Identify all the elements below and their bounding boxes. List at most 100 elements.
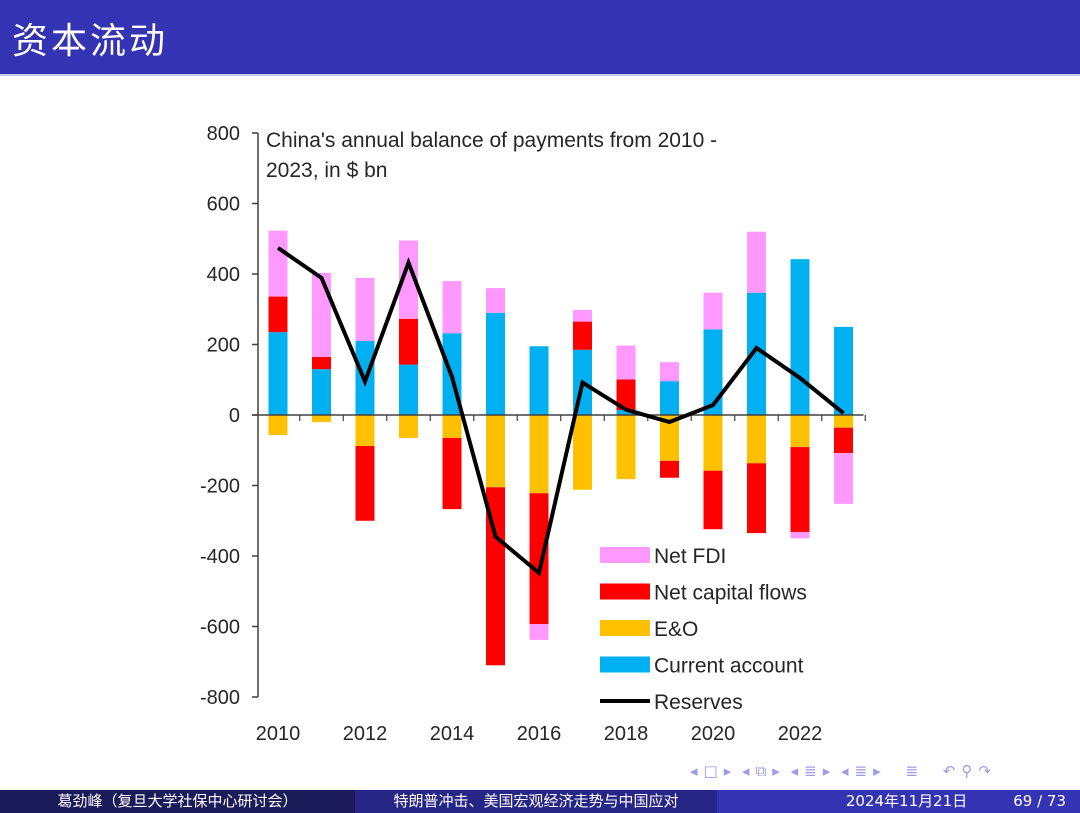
bar-current-account-2013 [399, 364, 418, 415]
x-tick-label: 2012 [343, 723, 388, 745]
bar-current-account-2010 [268, 332, 288, 415]
subsection-icon[interactable]: ⧉ [755, 762, 767, 780]
y-tick-label: 0 [229, 405, 240, 427]
bar-net-capital-flows-2010 [268, 296, 288, 333]
bar-e-o-2011 [312, 415, 331, 423]
bar-net-fdi-2021 [747, 231, 766, 293]
slide-title-bar: 资本流动 [0, 0, 1080, 74]
bar-e-o-2020 [703, 415, 723, 471]
y-tick-label: -400 [200, 546, 240, 568]
bar-net-fdi-2014 [442, 281, 462, 334]
bar-net-fdi-2015 [486, 288, 505, 313]
slide-footer: 葛劲峰（复旦大学社保中心研讨会） 特朗普冲击、美国宏观经济走势与中国应对 202… [0, 790, 1080, 813]
bar-current-account-2019 [660, 381, 679, 415]
legend-label-net-capital-flows: Net capital flows [654, 582, 807, 605]
bar-net-fdi-2011 [312, 272, 331, 357]
x-tick-label: 2018 [604, 723, 649, 745]
y-tick-label: -800 [200, 687, 240, 709]
bar-net-fdi-2012 [355, 277, 375, 341]
bar-e-o-2022 [790, 415, 810, 448]
beamer-navigation: ◂ □ ▸ ◂ ⧉ ▸ ◂ ≣ ▸ ◂ ≣ ▸ ≣ ↶ ⚲ ↷ [690, 762, 997, 784]
legend-label-current-account: Current account [654, 655, 804, 678]
nav-left-arrow-icon[interactable]: ◂ [841, 762, 849, 780]
y-tick-label: 200 [207, 335, 240, 357]
chart-title-line-2: 2023, in $ bn [266, 159, 387, 182]
bar-net-capital-flows-2014 [442, 437, 462, 510]
footer-author: 葛劲峰（复旦大学社保中心研讨会） [0, 790, 355, 813]
legend-swatch-current-account [600, 656, 650, 673]
x-tick-label: 2022 [778, 723, 823, 745]
title-divider [0, 74, 1080, 76]
balance-of-payments-chart: 800 600 400 200 0 -200 -400 -600 -800 2010 2012 201… [200, 123, 866, 745]
bar-net-capital-flows-2021 [747, 463, 766, 534]
redo-icon[interactable]: ↷ [978, 762, 991, 780]
bar-net-capital-flows-2015 [486, 487, 505, 666]
bar-net-capital-flows-2019 [660, 460, 679, 478]
bar-net-capital-flows-2020 [703, 470, 723, 530]
x-tick-label: 2020 [691, 723, 736, 745]
frame-icon[interactable]: □ [703, 762, 718, 780]
list-icon[interactable]: ≣ [854, 762, 868, 780]
bar-net-capital-flows-2023 [834, 427, 853, 454]
bar-e-o-2013 [399, 415, 418, 438]
footer-talk-title: 特朗普冲击、美国宏观经济走势与中国应对 [355, 790, 717, 813]
bar-net-capital-flows-2013 [399, 318, 418, 365]
nav-right-arrow-icon[interactable]: ▸ [822, 762, 831, 780]
bar-net-capital-flows-2018 [616, 379, 636, 411]
undo-icon[interactable]: ↶ [942, 762, 956, 780]
nav-right-arrow-icon[interactable]: ▸ [873, 762, 881, 780]
x-tick-label: 2016 [517, 723, 562, 745]
bar-e-o-2021 [747, 415, 766, 464]
legend-swatch-e-o [600, 620, 650, 636]
bar-net-fdi-2019 [660, 362, 679, 382]
bar-current-account-2015 [486, 312, 505, 415]
bar-net-fdi-2023 [834, 453, 853, 504]
reserves-line-layer [276, 246, 845, 577]
x-tick-label: 2014 [430, 723, 475, 745]
toc-icon[interactable]: ≣ [905, 762, 919, 780]
bar-net-fdi-2016 [529, 624, 549, 640]
bar-net-fdi-2017 [573, 309, 592, 322]
chart-title-line-1: China's annual balance of payments from … [266, 129, 717, 152]
footer-date-page: 2024年11月21日 69 / 73 [717, 790, 1080, 813]
legend-label-net-fdi: Net FDI [654, 545, 726, 568]
axes-layer: 800 600 400 200 0 -200 -400 -600 -800 2010 2012 201… [200, 123, 866, 745]
bar-current-account-2022 [790, 259, 810, 415]
bar-net-capital-flows-2022 [790, 447, 810, 533]
bar-e-o-2023 [834, 415, 853, 428]
legend-label-e-o: E&O [654, 618, 698, 641]
bar-net-capital-flows-2016 [529, 493, 549, 625]
chart-legend: Net FDI Net capital flows E&O Current accou… [600, 545, 807, 714]
bar-current-account-2011 [312, 369, 331, 415]
nav-left-arrow-icon[interactable]: ◂ [690, 762, 698, 780]
legend-label-reserves: Reserves [654, 691, 743, 714]
bar-e-o-2019 [660, 415, 679, 461]
nav-right-arrow-icon[interactable]: ▸ [772, 762, 780, 780]
bar-net-fdi-2013 [399, 240, 418, 319]
line-reserves [276, 246, 845, 577]
y-tick-label: 800 [207, 123, 240, 145]
x-tick-label: 2010 [256, 723, 301, 745]
nav-right-arrow-icon[interactable]: ▸ [723, 762, 732, 780]
y-tick-label: 600 [207, 194, 240, 216]
search-icon[interactable]: ⚲ [961, 762, 973, 780]
slide-title: 资本流动 [12, 21, 169, 62]
y-tick-label: 400 [207, 264, 240, 286]
bar-net-capital-flows-2012 [355, 446, 375, 521]
legend-swatch-net-capital-flows [600, 583, 650, 600]
bar-net-fdi-2022 [790, 532, 810, 539]
bar-e-o-2014 [442, 415, 462, 438]
bar-net-capital-flows-2011 [312, 356, 331, 370]
bar-current-account-2020 [703, 329, 723, 415]
bar-net-fdi-2010 [268, 230, 288, 297]
bar-net-fdi-2018 [616, 345, 636, 380]
bar-current-account-2021 [747, 292, 766, 415]
bar-e-o-2018 [616, 415, 636, 480]
bar-current-account-2023 [834, 326, 853, 415]
bar-e-o-2012 [355, 415, 375, 447]
bar-current-account-2018 [616, 410, 636, 415]
nav-left-arrow-icon[interactable]: ◂ [790, 762, 799, 780]
section-icon[interactable]: ≣ [804, 762, 817, 780]
nav-left-arrow-icon[interactable]: ◂ [742, 762, 750, 780]
bar-e-o-2010 [268, 415, 288, 436]
